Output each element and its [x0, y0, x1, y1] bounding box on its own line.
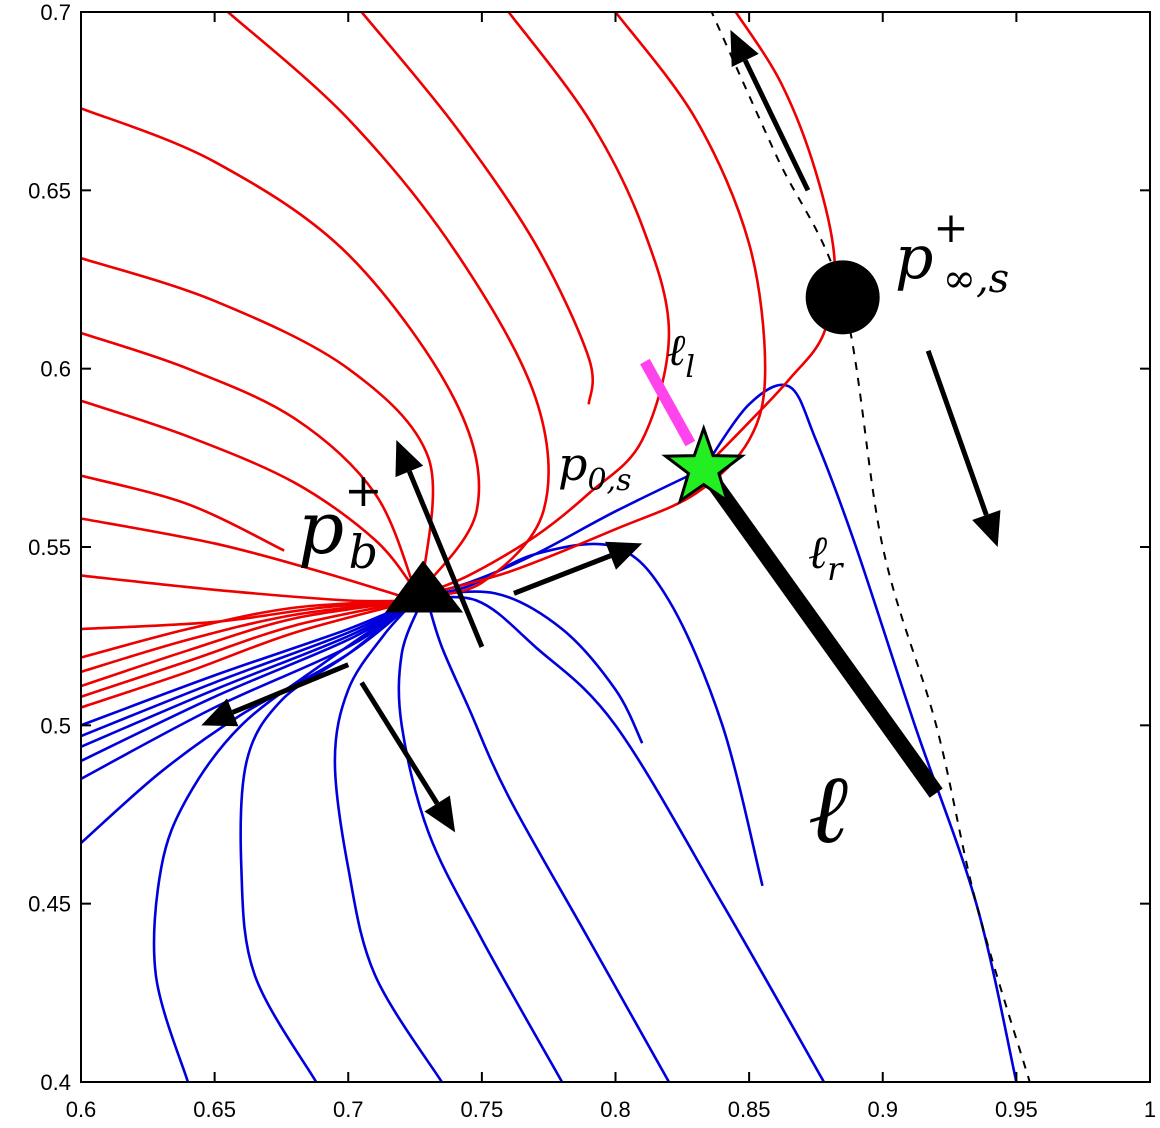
- x-tick-label-5: 0.85: [728, 1097, 771, 1122]
- circle-marker-p-inf: [805, 260, 880, 335]
- blue-trajectory-3: [81, 599, 416, 763]
- axis-ticks: [80, 11, 1151, 1083]
- x-tick-label-0: 0.6: [66, 1097, 97, 1122]
- direction-arrow-1-head: [972, 509, 1001, 547]
- y-tick-label-1: 0.45: [28, 892, 71, 917]
- red-trajectory-15: [414, 12, 671, 599]
- label-ell-r-main: ℓ: [808, 525, 828, 579]
- x-tick-label-4: 0.8: [600, 1097, 631, 1122]
- y-tick-label-4: 0.6: [40, 357, 71, 382]
- red-trajectory-5: [81, 599, 416, 631]
- label-ell-l: ℓl: [667, 325, 695, 385]
- red-trajectory-1: [81, 599, 416, 699]
- label-pb-sub: b: [349, 525, 378, 579]
- label-ell-l-main: ℓ: [667, 325, 686, 376]
- direction-arrow-2-head: [395, 440, 424, 478]
- blue-trajectory-8: [333, 599, 443, 1082]
- red-trajectory-3: [81, 599, 416, 674]
- red-trajectory-0: [81, 599, 416, 709]
- blue-trajectory-11: [415, 595, 826, 1082]
- blue-trajectory-10: [427, 603, 671, 1082]
- label-ell-r-sub: r: [827, 550, 844, 588]
- direction-arrow-4-head: [201, 698, 239, 727]
- label-pinf-sup: +: [933, 203, 968, 252]
- star-marker-p-0-s: [661, 423, 747, 505]
- red-trajectory-6: [81, 574, 416, 603]
- dashed-curve-layer: [710, 12, 1031, 1082]
- label-pinf-sub: ∞,s: [943, 256, 1010, 302]
- label-pinf-main: p: [895, 223, 933, 293]
- label-pb-main: p: [298, 486, 344, 570]
- label-pinf-plus: p+ ∞,s: [895, 203, 1009, 302]
- x-tick-label-6: 0.9: [867, 1097, 898, 1122]
- y-tick-label-6: 0.7: [40, 0, 71, 25]
- x-tick-label-7: 0.95: [995, 1097, 1038, 1122]
- direction-arrow-5-shaft: [359, 681, 440, 805]
- red-trajectory-9: [81, 399, 417, 591]
- label-pb-plus: p+ b: [298, 463, 383, 579]
- red-trajectory-11: [81, 256, 435, 580]
- label-ell-r: ℓr: [808, 525, 844, 588]
- blue-trajectory-1: [81, 599, 416, 738]
- blue-trajectory-2: [81, 599, 416, 748]
- x-tick-label-8: 1: [1144, 1097, 1156, 1122]
- direction-arrows: [201, 29, 1001, 833]
- red-trajectory-12: [81, 107, 481, 598]
- direction-arrow-4-shaft: [231, 662, 350, 715]
- direction-arrow-5-head: [424, 795, 456, 833]
- label-p0s: p0,s: [558, 437, 631, 498]
- label-ell: ℓ: [808, 753, 848, 865]
- y-tick-label-3: 0.55: [28, 535, 71, 560]
- x-tick-label-2: 0.7: [333, 1097, 364, 1122]
- label-pb-sup: +: [344, 463, 383, 517]
- red-trajectory-4: [81, 599, 416, 659]
- direction-arrow-0-shaft: [742, 59, 811, 192]
- red-trajectory-7: [81, 517, 416, 602]
- red-trajectory-8: [81, 474, 285, 552]
- red-trajectory-10: [81, 331, 417, 591]
- blue-trajectory-9: [397, 603, 564, 1082]
- blue-trajectory-12: [414, 590, 644, 744]
- axis-tick-labels: 0.6 0.65 0.7 0.75 0.8 0.85 0.9 0.95 1 0.4 0.45 0.5 0…: [28, 0, 1156, 1122]
- red-trajectory-17: [702, 12, 837, 470]
- y-tick-label-2: 0.5: [40, 713, 71, 738]
- direction-arrow-1-shaft: [925, 349, 989, 516]
- y-tick-label-5: 0.65: [28, 178, 71, 203]
- direction-arrow-3-shaft: [513, 553, 612, 596]
- blue-trajectory-14: [702, 383, 1018, 1082]
- segments-layer: [640, 358, 943, 798]
- label-p0s-main: p: [558, 437, 587, 491]
- dashed-separatrix: [710, 12, 1031, 1082]
- y-tick-label-0: 0.4: [40, 1070, 71, 1095]
- label-ell-l-sub: l: [685, 350, 695, 385]
- x-tick-label-1: 0.65: [193, 1097, 236, 1122]
- red-trajectory-14: [360, 12, 594, 405]
- segment-ell-l: [640, 358, 696, 447]
- equilibrium-markers: [385, 260, 880, 613]
- x-tick-label-3: 0.75: [460, 1097, 503, 1122]
- blue-trajectory-6: [152, 599, 416, 1082]
- label-p0s-sub: 0,s: [587, 463, 631, 498]
- segment-ell: [697, 463, 943, 798]
- blue-trajectory-7: [239, 599, 416, 1082]
- direction-arrow-0-head: [730, 29, 759, 67]
- trajectory-curves: [81, 12, 1018, 1082]
- triangle-marker-p-b: [385, 560, 464, 613]
- red-trajectory-16: [414, 12, 767, 599]
- blue-trajectory-13: [414, 542, 764, 887]
- blue-trajectory-0: [81, 599, 416, 727]
- red-trajectory-13: [227, 12, 550, 599]
- direction-arrow-3-head: [605, 541, 643, 570]
- direction-arrow-2-shaft: [407, 470, 485, 648]
